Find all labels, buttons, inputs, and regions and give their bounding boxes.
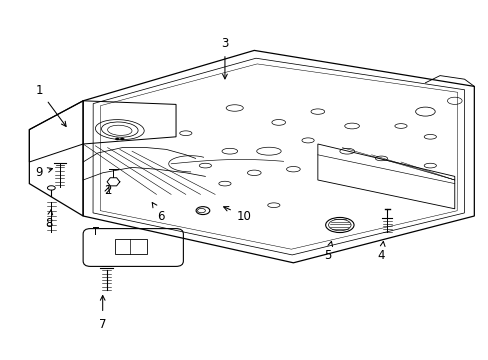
Text: 5: 5 — [323, 242, 332, 262]
Text: 4: 4 — [377, 242, 385, 262]
Text: 3: 3 — [221, 37, 228, 79]
Text: 10: 10 — [223, 207, 251, 222]
Text: 6: 6 — [152, 203, 165, 222]
Text: 7: 7 — [99, 296, 106, 330]
Text: 1: 1 — [35, 84, 66, 126]
Bar — [115, 239, 146, 254]
Text: 8: 8 — [45, 210, 53, 230]
Text: 2: 2 — [103, 184, 111, 197]
Text: 9: 9 — [35, 166, 52, 179]
Ellipse shape — [115, 138, 119, 140]
Ellipse shape — [120, 138, 124, 140]
